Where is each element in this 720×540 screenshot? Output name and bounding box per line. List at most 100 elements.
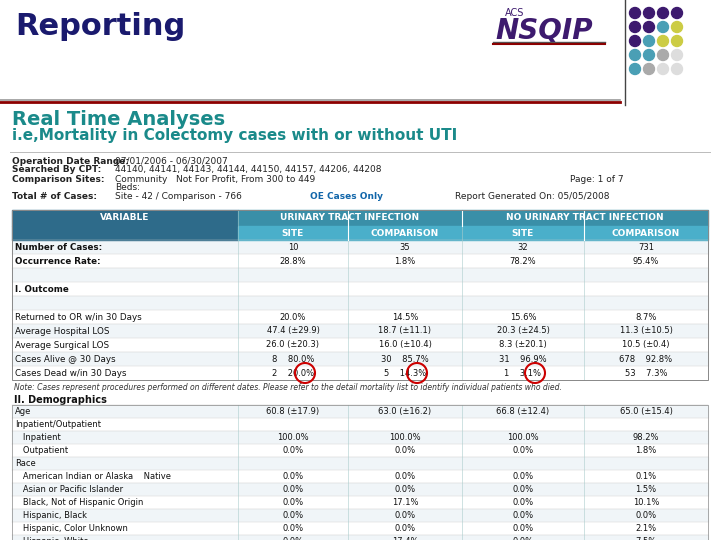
Circle shape (657, 64, 668, 75)
Text: VARIABLE: VARIABLE (100, 213, 150, 222)
Text: American Indian or Alaska    Native: American Indian or Alaska Native (15, 472, 171, 481)
Text: 0.0%: 0.0% (513, 537, 534, 540)
Text: 0.0%: 0.0% (282, 511, 304, 520)
Text: Cases Alive @ 30 Days: Cases Alive @ 30 Days (15, 354, 116, 363)
Bar (12, 405, 708, 540)
Text: 53    7.3%: 53 7.3% (625, 368, 667, 377)
Text: 1    3.1%: 1 3.1% (505, 368, 541, 377)
Text: NO URINARY TRACT INFECTION: NO URINARY TRACT INFECTION (506, 213, 664, 222)
Text: 0.0%: 0.0% (513, 511, 534, 520)
Text: URINARY TRACT INFECTION: URINARY TRACT INFECTION (280, 213, 420, 222)
Text: 100.0%: 100.0% (507, 433, 539, 442)
Bar (238, 210, 462, 226)
Text: 65.0 (±15.4): 65.0 (±15.4) (620, 407, 672, 416)
Circle shape (629, 50, 641, 60)
Bar (12, 226, 238, 240)
Text: 66.8 (±12.4): 66.8 (±12.4) (496, 407, 549, 416)
Text: 0.0%: 0.0% (282, 537, 304, 540)
Bar (12, 405, 708, 418)
Text: 16.0 (±10.4): 16.0 (±10.4) (379, 341, 431, 349)
Circle shape (644, 36, 654, 46)
Text: 20.3 (±24.5): 20.3 (±24.5) (497, 327, 549, 335)
Text: SITE: SITE (512, 228, 534, 238)
Text: 26.0 (±20.3): 26.0 (±20.3) (266, 341, 320, 349)
Text: Inpatient: Inpatient (15, 433, 60, 442)
Circle shape (672, 36, 683, 46)
Circle shape (657, 50, 668, 60)
Bar (12, 324, 708, 338)
Bar (12, 496, 708, 509)
Text: Comparison Sites:: Comparison Sites: (12, 175, 104, 184)
Text: Race: Race (15, 459, 36, 468)
Text: COMPARISON: COMPARISON (371, 228, 439, 238)
Bar (12, 457, 708, 470)
Bar (12, 254, 708, 268)
Text: Asian or Pacific Islander: Asian or Pacific Islander (15, 485, 123, 494)
Text: 98.2%: 98.2% (633, 433, 660, 442)
Bar (12, 431, 708, 444)
Text: 32: 32 (518, 242, 528, 252)
Text: 731: 731 (638, 242, 654, 252)
Text: 678    92.8%: 678 92.8% (619, 354, 672, 363)
Text: 10: 10 (288, 242, 298, 252)
Text: 0.0%: 0.0% (513, 485, 534, 494)
Text: 11.3 (±10.5): 11.3 (±10.5) (620, 327, 672, 335)
Circle shape (644, 64, 654, 75)
Bar (12, 268, 708, 282)
Circle shape (672, 64, 683, 75)
Circle shape (672, 22, 683, 32)
Text: Cases Dead w/in 30 Days: Cases Dead w/in 30 Days (15, 368, 127, 377)
Text: 2    20.0%: 2 20.0% (272, 368, 314, 377)
Text: 15.6%: 15.6% (510, 313, 536, 321)
Bar (12, 282, 708, 296)
Text: 78.2%: 78.2% (510, 256, 536, 266)
Text: Hispanic, Color Unknown: Hispanic, Color Unknown (15, 524, 128, 533)
Text: 0.0%: 0.0% (395, 485, 415, 494)
Bar (12, 444, 708, 457)
Text: Hispanic, White: Hispanic, White (15, 537, 89, 540)
Bar (462, 210, 708, 226)
Text: 07/01/2006 - 06/30/2007: 07/01/2006 - 06/30/2007 (115, 157, 228, 166)
Text: 63.0 (±16.2): 63.0 (±16.2) (379, 407, 431, 416)
Text: 0.0%: 0.0% (282, 485, 304, 494)
Bar (12, 210, 238, 226)
Text: 47.4 (±29.9): 47.4 (±29.9) (266, 327, 320, 335)
Text: 20.0%: 20.0% (280, 313, 306, 321)
Text: 1.8%: 1.8% (635, 446, 657, 455)
Text: 0.0%: 0.0% (513, 446, 534, 455)
Text: 60.8 (±17.9): 60.8 (±17.9) (266, 407, 320, 416)
Circle shape (629, 36, 641, 46)
Text: I. Outcome: I. Outcome (15, 285, 68, 294)
Text: 8.7%: 8.7% (635, 313, 657, 321)
Text: 0.0%: 0.0% (282, 446, 304, 455)
Text: 0.0%: 0.0% (513, 498, 534, 507)
Text: 10.5 (±0.4): 10.5 (±0.4) (622, 341, 670, 349)
Text: 0.0%: 0.0% (395, 472, 415, 481)
Text: OE Cases Only: OE Cases Only (310, 192, 383, 201)
Text: Operation Date Range:: Operation Date Range: (12, 157, 129, 166)
Text: 17.4%: 17.4% (392, 537, 418, 540)
Text: Outpatient: Outpatient (15, 446, 68, 455)
Circle shape (629, 64, 641, 75)
Bar (12, 310, 708, 324)
Text: ACS: ACS (505, 8, 524, 18)
Circle shape (644, 8, 654, 18)
Bar (12, 418, 708, 431)
Bar (12, 296, 708, 310)
Text: Number of Cases:: Number of Cases: (15, 242, 102, 252)
Text: 0.0%: 0.0% (395, 446, 415, 455)
Text: Reporting: Reporting (15, 12, 185, 41)
Bar (12, 240, 708, 254)
Bar (462, 226, 584, 240)
Bar (12, 338, 708, 352)
Text: 18.7 (±11.1): 18.7 (±11.1) (379, 327, 431, 335)
Bar (12, 210, 708, 380)
Text: i.e,Mortality in Colectomy cases with or without UTI: i.e,Mortality in Colectomy cases with or… (12, 128, 457, 143)
Text: Real Time Analyses: Real Time Analyses (12, 110, 225, 129)
Text: 0.0%: 0.0% (282, 524, 304, 533)
Text: 95.4%: 95.4% (633, 256, 660, 266)
Bar (348, 226, 462, 240)
Text: 10.1%: 10.1% (633, 498, 660, 507)
Bar (12, 352, 708, 366)
Text: COMPARISON: COMPARISON (612, 228, 680, 238)
